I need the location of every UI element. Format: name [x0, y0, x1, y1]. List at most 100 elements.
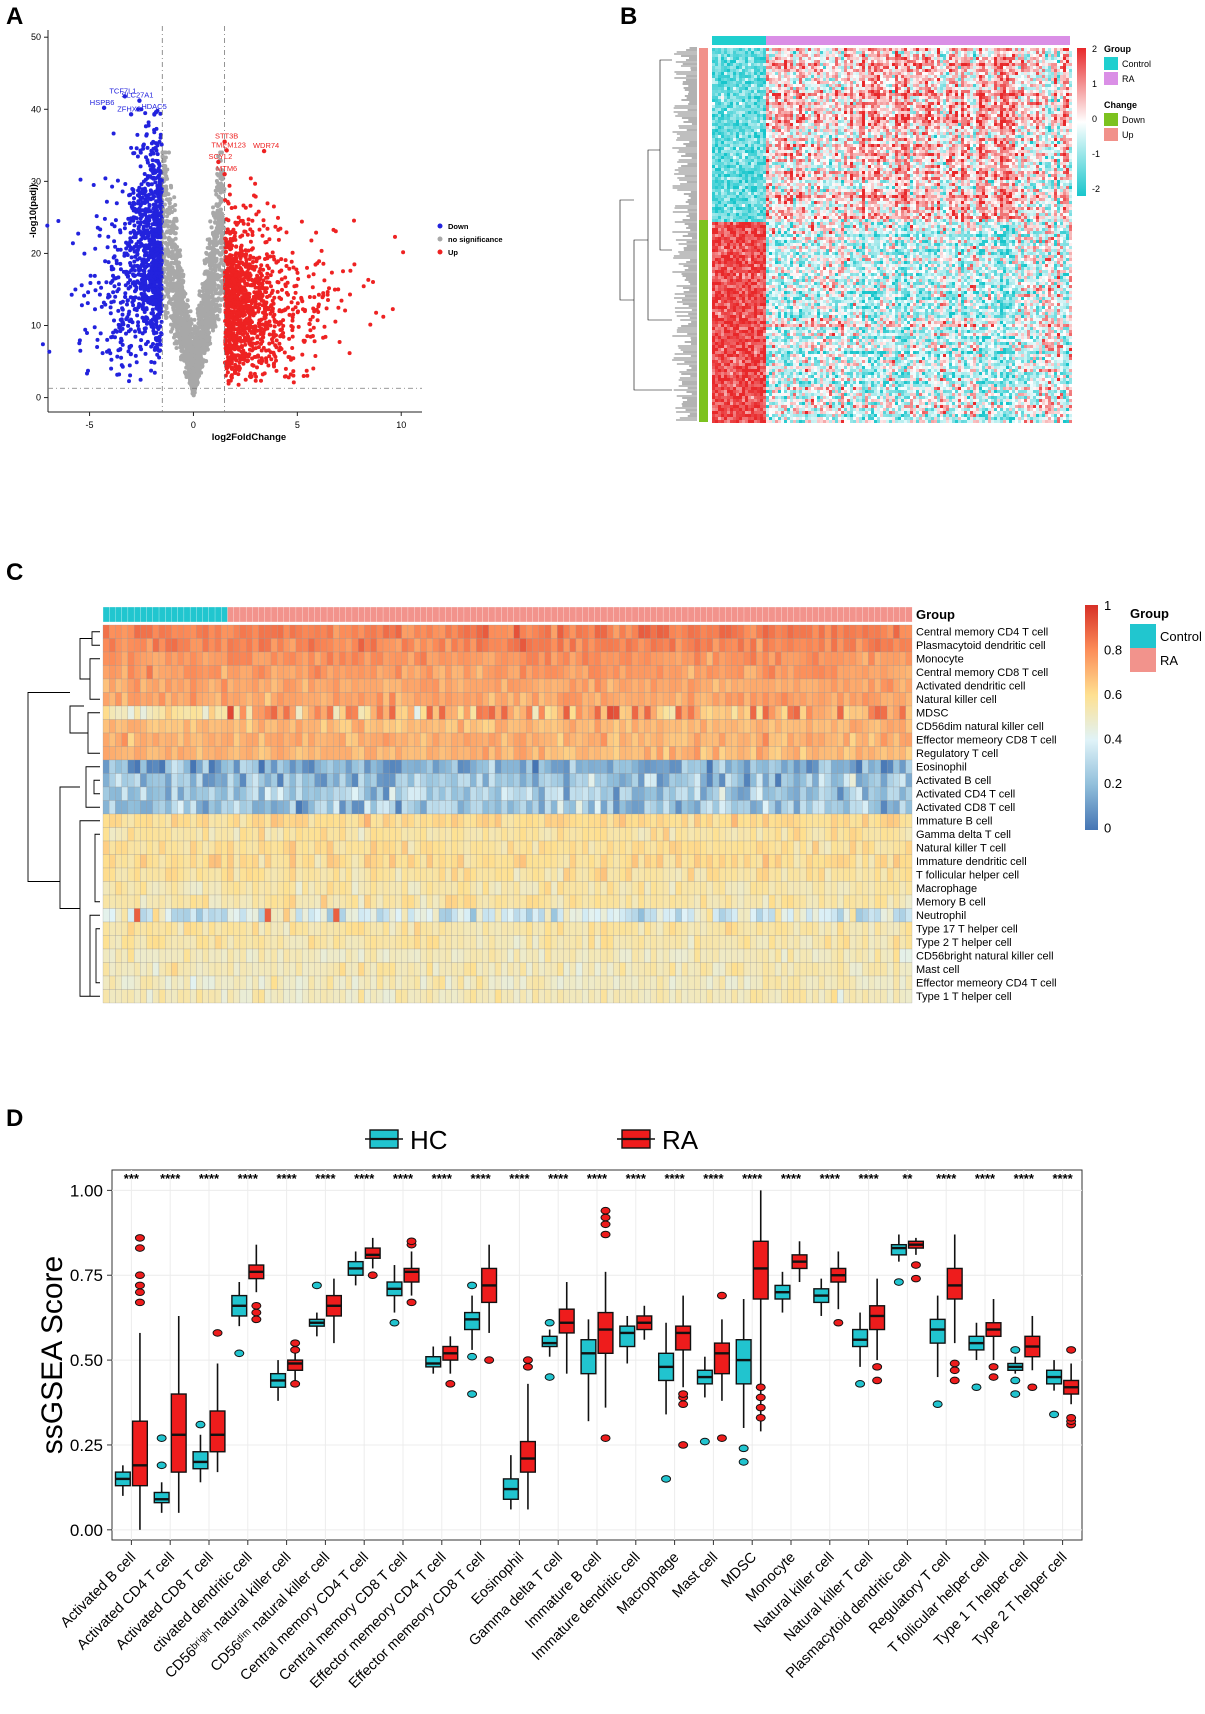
point-up [371, 280, 375, 284]
point-up [227, 230, 231, 234]
point-ns [215, 299, 219, 303]
point-down [151, 197, 155, 201]
point-down [148, 174, 152, 178]
point-ns [205, 324, 209, 328]
point-down [138, 345, 142, 349]
point-down [149, 345, 153, 349]
point-ns [173, 324, 177, 328]
point-up [291, 315, 295, 319]
heatmap-cell [934, 54, 937, 57]
point-down [150, 251, 154, 255]
point-down [139, 283, 143, 287]
point-ns [169, 330, 173, 334]
heatmap-cell [934, 48, 937, 51]
heatmap-cell [1018, 54, 1021, 57]
heatmap-cell [901, 51, 904, 54]
point-up [252, 347, 256, 351]
heatmap-cell [916, 57, 919, 60]
point-up [311, 334, 315, 338]
point-up [348, 351, 352, 355]
heatmap-cell [886, 54, 889, 57]
point-up [287, 337, 291, 341]
point-up [401, 250, 405, 254]
point-up [229, 301, 233, 305]
heatmap-cell [886, 51, 889, 54]
heatmap-cell [763, 51, 766, 54]
point-ns [193, 324, 197, 328]
heatmap-cell [757, 54, 760, 57]
heatmap-cell [895, 48, 898, 51]
heatmap-cell [838, 57, 841, 60]
point-down [139, 378, 143, 382]
point-up [225, 309, 229, 313]
point-ns [191, 380, 195, 384]
point-up [253, 182, 257, 186]
point-down [107, 348, 111, 352]
point-ns [167, 192, 171, 196]
point-down [80, 283, 84, 287]
point-up [312, 326, 316, 330]
heatmap-cell [742, 48, 745, 51]
heatmap-cell [802, 48, 805, 51]
point-down [149, 149, 153, 153]
heatmap-cell [859, 57, 862, 60]
point-up [259, 318, 263, 322]
point-up [237, 265, 241, 269]
point-ns [176, 333, 180, 337]
panel-label-a: A [6, 3, 23, 30]
point-ns [171, 277, 175, 281]
point-up [259, 332, 263, 336]
heatmap-cell [799, 54, 802, 57]
heatmap-cell [883, 57, 886, 60]
heatmap-cell [820, 54, 823, 57]
heatmap-cell [1057, 54, 1060, 57]
heatmap-cell [787, 54, 790, 57]
point-down [143, 310, 147, 314]
point-ns [195, 336, 199, 340]
point-ns [178, 293, 182, 297]
heatmap-cell [910, 57, 913, 60]
point-ns [217, 203, 221, 207]
heatmap-cell [1069, 54, 1072, 57]
heatmap-cell [1051, 54, 1054, 57]
heatmap-cell [778, 51, 781, 54]
heatmap-cell [829, 48, 832, 51]
heatmap-cell [910, 48, 913, 51]
point-down [134, 295, 138, 299]
point-up [243, 343, 247, 347]
point-up [348, 293, 352, 297]
change-bar-down [699, 220, 708, 422]
point-down [144, 315, 148, 319]
point-up [242, 295, 246, 299]
point-down [109, 358, 113, 362]
point-down [130, 255, 134, 259]
point-up [225, 360, 229, 364]
point-ns [175, 346, 179, 350]
point-ns [166, 219, 170, 223]
point-down [158, 191, 162, 195]
point-down [139, 338, 143, 342]
point-up [264, 360, 268, 364]
heatmap-cell [1039, 48, 1042, 51]
point-down [133, 329, 137, 333]
heatmap-cells [712, 48, 1072, 423]
point-up [292, 266, 296, 270]
point-ns [173, 256, 177, 260]
heatmap-cell [730, 48, 733, 51]
point-ns [177, 304, 181, 308]
point-up [317, 293, 321, 297]
heatmap-cell [1060, 51, 1063, 54]
point-ns [164, 316, 168, 320]
heatmap-cell [1009, 51, 1012, 54]
point-up [277, 342, 281, 346]
point-ns [197, 317, 201, 321]
heatmap-cell [991, 48, 994, 51]
point-ns [216, 284, 220, 288]
point-up [259, 379, 263, 383]
heatmap-cell [826, 48, 829, 51]
point-ns [207, 260, 211, 264]
heatmap-cell [898, 57, 901, 60]
point-up [240, 306, 244, 310]
point-down [144, 178, 148, 182]
point-ns [173, 317, 177, 321]
